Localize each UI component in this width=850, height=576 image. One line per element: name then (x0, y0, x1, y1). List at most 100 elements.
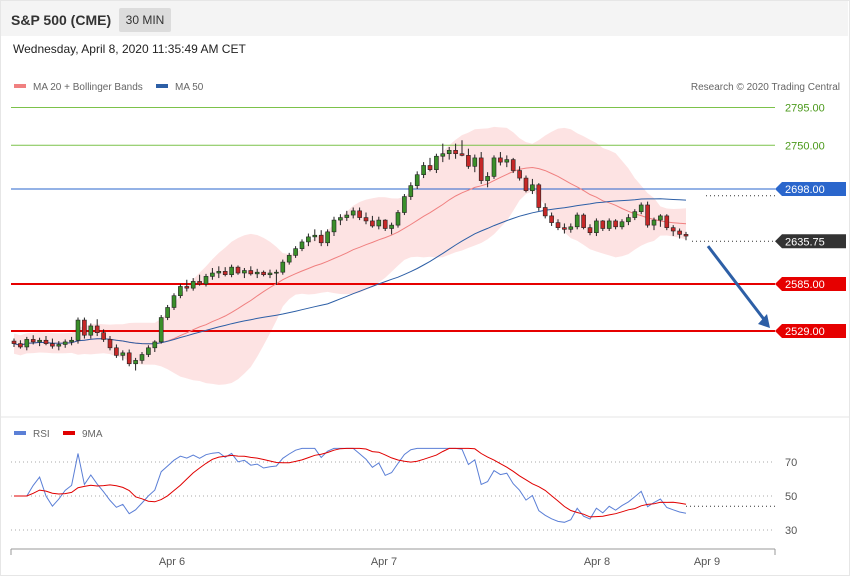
candle-body (485, 176, 490, 181)
candle-body (229, 266, 234, 276)
bollinger-band-fill (14, 126, 686, 385)
candle-body (114, 347, 119, 356)
candle-body (152, 341, 158, 349)
candle (30, 335, 36, 345)
candle-body (549, 215, 554, 223)
candle (190, 278, 196, 291)
candle (670, 225, 676, 237)
candle-body (421, 165, 426, 176)
candle (24, 336, 30, 351)
candle (18, 340, 23, 349)
ma50-line (13, 198, 687, 346)
candle-body (542, 207, 548, 217)
candle-body (606, 220, 612, 229)
level-tag-3 (775, 234, 846, 249)
moving-averages (13, 166, 687, 346)
x-tick-label-3: Apr 9 (694, 556, 720, 568)
level-label-0: 2795.00 (785, 102, 825, 114)
candle (152, 340, 158, 353)
candle (581, 213, 586, 230)
candle (446, 146, 452, 160)
candle-body (325, 231, 330, 244)
candle-body (574, 214, 580, 228)
candle-body (190, 281, 196, 289)
x-axis: Apr 6 Apr 7 Apr 8 Apr 9 (10, 548, 776, 568)
candle (402, 194, 407, 216)
candle-body (498, 157, 503, 163)
candle (107, 336, 113, 351)
candle-body (165, 307, 170, 318)
candle (158, 315, 164, 344)
credit-text: Research © 2020 Trading Central (691, 82, 840, 93)
candle (427, 157, 433, 172)
candle-body (158, 317, 164, 343)
candle (408, 182, 414, 200)
candle-body (472, 157, 478, 167)
main-legend: MA 20 + Bollinger Bands MA 50 (14, 82, 204, 93)
rsi-tick-2: 30 (785, 525, 797, 537)
candle-body (242, 270, 247, 274)
candle-body (286, 255, 292, 263)
candle (254, 268, 260, 279)
candle (280, 259, 286, 275)
candle (606, 218, 612, 232)
candle (485, 172, 490, 188)
candle (382, 219, 388, 232)
candle-body (62, 341, 68, 345)
candle-body (459, 153, 465, 156)
candle-body (613, 220, 618, 228)
candle-body (382, 219, 388, 229)
candle-body (555, 222, 561, 228)
candle (82, 317, 87, 339)
candle-body (107, 339, 113, 349)
candle (683, 231, 689, 241)
candle (286, 252, 292, 265)
candle-body (568, 226, 574, 230)
rsi-legend-label-0: RSI (33, 429, 50, 440)
candle (242, 267, 247, 279)
candle (267, 269, 273, 279)
candle (658, 214, 663, 227)
candle-body (530, 184, 535, 191)
candle-body (82, 319, 87, 336)
candle (325, 229, 330, 247)
legend-label-1: MA 50 (175, 82, 204, 93)
candle (222, 267, 228, 277)
candle-body (446, 150, 452, 155)
candle-body (178, 286, 183, 297)
forecast-arrow-head (758, 314, 770, 328)
candle (357, 207, 362, 221)
level-label-5: 2529.00 (785, 326, 825, 338)
candle (613, 219, 618, 230)
candle-body (453, 150, 458, 155)
candle (498, 152, 503, 166)
candle-body (267, 272, 273, 276)
rsi-legend-label-1: 9MA (82, 429, 103, 440)
candle-body (587, 227, 593, 233)
candle (626, 214, 631, 226)
candle-body (664, 215, 670, 228)
candle (363, 212, 369, 225)
candle (350, 207, 356, 219)
candle (530, 178, 535, 195)
price-levels: 2795.00 2750.00 2698.00 2635.75 2585.00 2529.… (11, 102, 846, 338)
timeframe-button[interactable]: 30 MIN (119, 8, 171, 32)
candle (651, 217, 657, 231)
candle-body (670, 227, 676, 232)
legend-swatch-0 (14, 84, 26, 88)
candle-body (395, 212, 401, 226)
candle-body (376, 219, 382, 227)
candle (434, 153, 439, 174)
candle (274, 269, 279, 285)
legend-swatch-1 (156, 84, 168, 88)
candle-body (146, 347, 151, 355)
candle-body (94, 325, 100, 333)
candle (376, 216, 382, 230)
candle-body (43, 339, 49, 344)
candle-body (75, 319, 81, 341)
candle (645, 201, 650, 228)
candle (94, 319, 100, 337)
candle-body (517, 170, 522, 179)
candle-body (197, 281, 202, 285)
candle-body (133, 360, 138, 365)
